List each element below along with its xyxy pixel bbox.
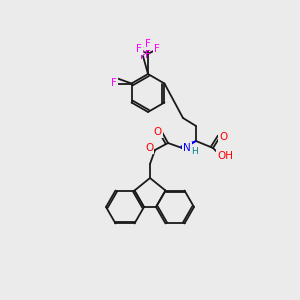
Text: F: F (145, 50, 151, 60)
Text: F: F (140, 51, 146, 61)
Text: F: F (136, 44, 142, 54)
Text: O: O (145, 143, 153, 153)
Text: O: O (154, 127, 162, 137)
Text: F: F (154, 44, 160, 54)
Text: F: F (145, 39, 151, 49)
Text: F: F (111, 79, 116, 88)
Text: OH: OH (217, 151, 233, 161)
Polygon shape (181, 141, 196, 150)
Text: O: O (219, 132, 227, 142)
Text: F: F (138, 47, 144, 57)
Text: N: N (183, 143, 191, 153)
Text: H: H (192, 148, 198, 157)
